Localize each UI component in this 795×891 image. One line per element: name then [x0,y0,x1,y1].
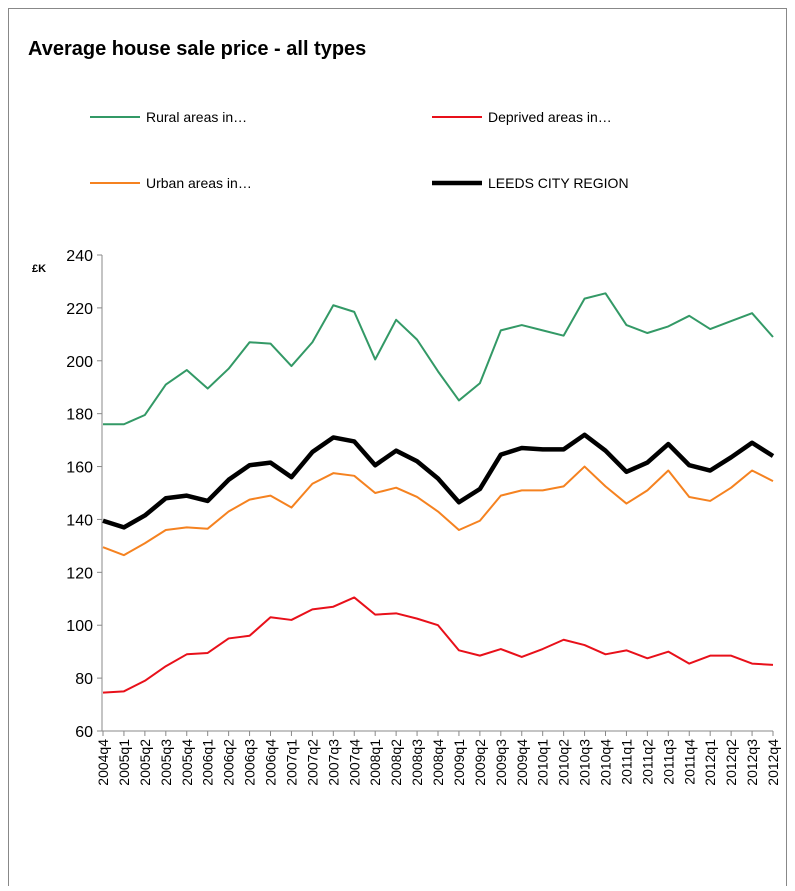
y-tick-label: 120 [66,565,93,582]
y-tick-label: 160 [66,460,93,477]
y-tick-label: 100 [66,618,93,635]
x-tick-label: 2009q1 [451,739,467,786]
x-tick-label: 2009q2 [472,739,488,786]
x-tick-label: 2010q1 [535,739,551,786]
legend-label: Rural areas in… [146,109,247,125]
x-tick-label: 2012q2 [723,739,739,786]
y-tick-label: 240 [66,248,93,265]
x-tick-label: 2007q4 [346,739,362,786]
x-tick-label: 2008q1 [367,739,383,786]
x-tick-label: 2005q4 [179,739,195,786]
x-tick-label: 2012q3 [744,739,760,786]
x-tick-label: 2007q3 [325,739,341,786]
legend-label: Deprived areas in… [488,109,612,125]
x-tick-label: 2005q3 [158,739,174,786]
x-tick-label: 2011q2 [639,739,655,785]
legend-label: Urban areas in… [146,175,252,191]
y-tick-label: 140 [66,512,93,529]
chart-title: Average house sale price - all types [28,38,366,60]
x-tick-label: 2010q2 [556,739,572,786]
series-line [102,432,775,530]
legend-label: LEEDS CITY REGION [488,175,629,191]
y-tick-label: 80 [75,671,93,688]
x-tick-label: 2005q2 [137,739,153,786]
y-tick-label: 220 [66,301,93,318]
x-tick-label: 2010q3 [577,739,593,786]
x-tick-label: 2006q2 [221,739,237,786]
x-tick-label: 2010q4 [598,739,614,786]
chart-border [8,8,787,889]
x-tick-label: 2011q3 [660,739,676,785]
x-tick-label: 2006q4 [263,739,279,786]
x-tick-label: 2011q4 [681,739,697,785]
x-tick-label: 2008q4 [430,739,446,786]
series-line [102,465,774,557]
series-line [102,596,774,694]
y-axis-label: £K [32,263,46,275]
series-line [103,292,774,426]
x-tick-label: 2006q1 [200,739,216,786]
x-tick-label: 2011q1 [618,739,634,785]
y-tick-label: 200 [66,354,93,371]
y-tick-label: 60 [75,724,93,741]
x-tick-label: 2009q3 [493,739,509,786]
x-tick-label: 2009q4 [514,739,530,786]
x-tick-label: 2007q2 [304,739,320,786]
y-tick-label: 180 [66,407,93,424]
x-tick-label: 2008q3 [409,739,425,786]
x-tick-label: 2008q2 [388,739,404,786]
x-tick-label: 2012q1 [702,739,718,786]
x-tick-label: 2004q4 [95,739,111,786]
x-tick-label: 2006q3 [242,739,258,786]
x-tick-label: 2005q1 [116,739,132,786]
x-tick-label: 2007q1 [283,739,299,786]
x-tick-label: 2012q4 [765,739,781,786]
